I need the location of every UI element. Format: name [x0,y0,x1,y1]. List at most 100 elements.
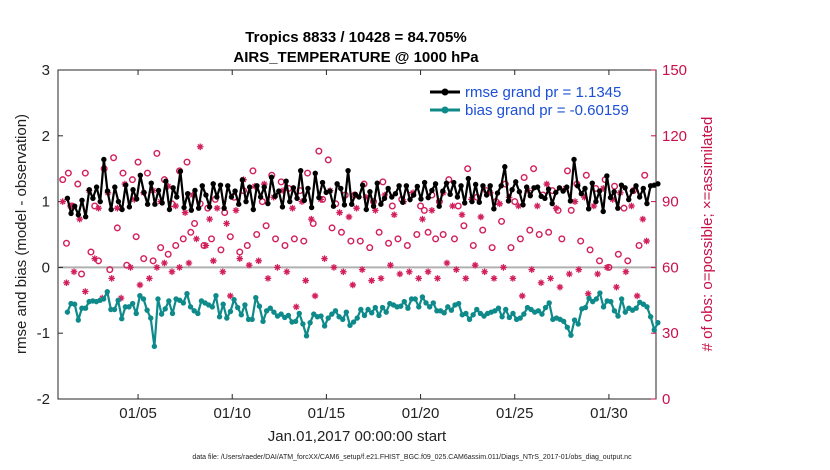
bias-point [608,298,614,305]
bias-point [213,292,219,299]
obs-possible-point [62,239,70,247]
rmse-point [345,167,351,174]
rmse-point [593,198,599,205]
obs-assimilated-point [311,292,319,300]
obs-assimilated-point [547,275,554,282]
obs-possible-point [464,165,472,173]
rmse-point [276,188,282,194]
rmse-point [556,185,563,191]
bias-point [474,306,480,313]
obs-possible-point [582,171,590,179]
obs-assimilated-point [643,237,650,245]
rmse-point [112,184,118,190]
rmse-point [308,204,315,211]
rmse-point [429,187,435,194]
obs-assimilated-point [223,220,230,227]
bias-point [224,315,230,321]
rmse-point [607,194,614,201]
obs-assimilated-point [377,275,385,282]
rmse-point [294,195,300,202]
obs-possible-point [153,149,161,157]
rmse-point [319,179,326,186]
obs-possible-point [469,241,477,249]
rmse-point [246,184,253,190]
rmse-point [440,188,446,194]
legend-bias-marker [441,106,449,114]
obs-assimilated-point [481,268,488,276]
obs-possible-point [106,266,114,274]
obs-possible-point [208,235,216,243]
obs-assimilated-point [202,242,210,249]
obs-possible-point [641,171,649,179]
obs-possible-point [356,237,364,245]
y-right-axis-label: # of obs: o=possible; ×=assimilated [699,117,716,352]
obs-possible-point [460,222,468,230]
rmse-point [629,188,636,194]
rmse-point [64,195,71,202]
bias-point [340,316,346,323]
bias-point [419,294,426,300]
bias-point [321,323,328,329]
obs-assimilated-point [206,215,213,223]
rmse-point [250,206,257,213]
data-file-footnote: data file: /Users/raeder/DAI/ATM_forcXX/… [192,454,632,461]
rmse-point [367,189,373,195]
bias-point [426,304,433,310]
obs-possible-point [526,226,534,234]
obs-assimilated-point [193,235,200,243]
obs-possible-point [417,202,425,210]
rmse-point [549,200,555,207]
obs-possible-point [403,241,411,249]
rmse-point [115,198,122,205]
obs-assimilated-point [490,275,498,282]
bias-point [354,315,360,321]
bias-point [184,291,190,297]
bias-point [325,315,331,321]
bias-point [75,317,81,323]
y-tick-label: -1 [37,325,50,342]
obs-assimilated-point [274,264,281,271]
bias-point [647,314,654,320]
obs-assimilated-point [462,275,470,282]
rmse-point [443,180,450,186]
obs-possible-point [488,244,496,252]
obs-assimilated-point [219,268,227,276]
obs-possible-point [81,169,89,177]
obs-possible-point [439,230,447,238]
rmse-point [396,183,402,189]
obs-assimilated-point [622,268,630,276]
bias-point [405,305,411,311]
obs-assimilated-point [575,266,583,273]
bias-point [651,327,657,333]
obs-possible-point [272,235,280,243]
bias-point [423,300,429,306]
obs-assimilated-point [509,275,517,282]
obs-assimilated-point [458,211,466,219]
rmse-point [545,186,552,192]
obs-possible-point [563,167,571,175]
obs-possible-point [290,235,298,243]
obs-possible-point [545,228,553,236]
bias-point [655,319,661,326]
rmse-point [516,189,523,195]
obs-assimilated-point [372,207,379,214]
obs-assimilated-point [518,292,526,300]
y-right-tick-label: 150 [662,62,687,79]
obs-assimilated-point [566,270,573,278]
bias-point [119,316,125,322]
obs-assimilated-point [232,207,240,214]
obs-possible-point [87,248,95,256]
obs-possible-point [149,257,157,265]
obs-assimilated-point [153,264,161,271]
chart-title: Tropics 8833 / 10428 = 84.705% [245,29,466,46]
obs-possible-point [191,220,199,228]
obs-possible-point [520,173,528,181]
rmse-point [451,179,457,186]
obs-assimilated-point [330,264,338,271]
rmse-point [174,194,180,200]
obs-possible-point [530,165,538,173]
obs-assimilated-point [196,143,204,151]
obs-possible-point [300,237,308,245]
rmse-point [432,181,439,187]
rmse-point [644,200,650,207]
